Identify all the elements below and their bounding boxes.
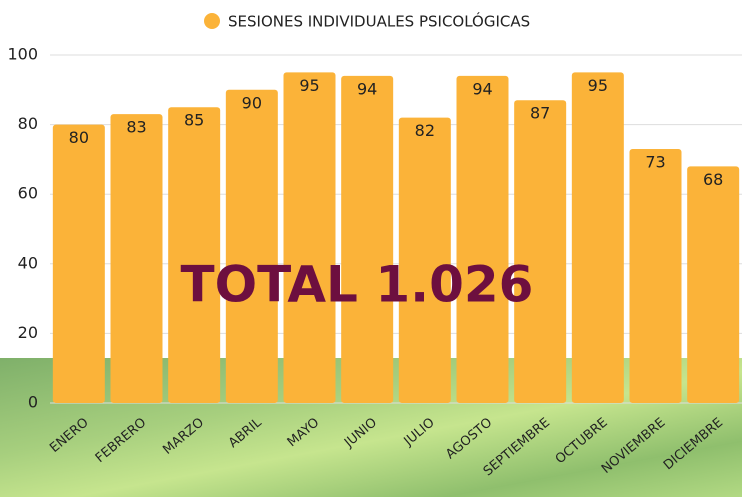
data-label: 94 xyxy=(357,79,377,98)
bar xyxy=(687,166,740,403)
bar xyxy=(283,72,336,404)
bar xyxy=(168,107,221,403)
data-label: 85 xyxy=(184,111,204,130)
y-tick-label: 60 xyxy=(18,184,38,203)
annotation: TOTAL 1.026 xyxy=(181,256,534,314)
data-label: 90 xyxy=(242,93,262,112)
y-tick-label: 20 xyxy=(18,323,38,342)
bar xyxy=(341,75,394,403)
bar xyxy=(52,124,105,403)
y-tick-label: 100 xyxy=(7,45,38,64)
data-label: 80 xyxy=(69,128,89,147)
bar xyxy=(456,75,509,403)
data-label: 83 xyxy=(126,118,146,137)
data-label: 87 xyxy=(530,104,550,123)
y-tick-label: 40 xyxy=(18,253,38,272)
data-label: 73 xyxy=(645,152,665,171)
legend-label: SESIONES INDIVIDUALES PSICOLÓGICAS xyxy=(228,12,530,31)
bar xyxy=(398,117,451,403)
bar xyxy=(571,72,624,404)
y-tick-label: 0 xyxy=(28,393,38,412)
bar xyxy=(629,148,682,403)
bar xyxy=(225,89,278,404)
data-label: 95 xyxy=(299,76,319,95)
data-label: 95 xyxy=(588,76,608,95)
bar xyxy=(110,114,163,403)
legend-swatch xyxy=(204,13,220,29)
y-tick-label: 80 xyxy=(18,114,38,133)
bar xyxy=(514,100,567,404)
data-label: 82 xyxy=(415,121,435,140)
data-label: 68 xyxy=(703,170,723,189)
data-label: 94 xyxy=(472,79,492,98)
